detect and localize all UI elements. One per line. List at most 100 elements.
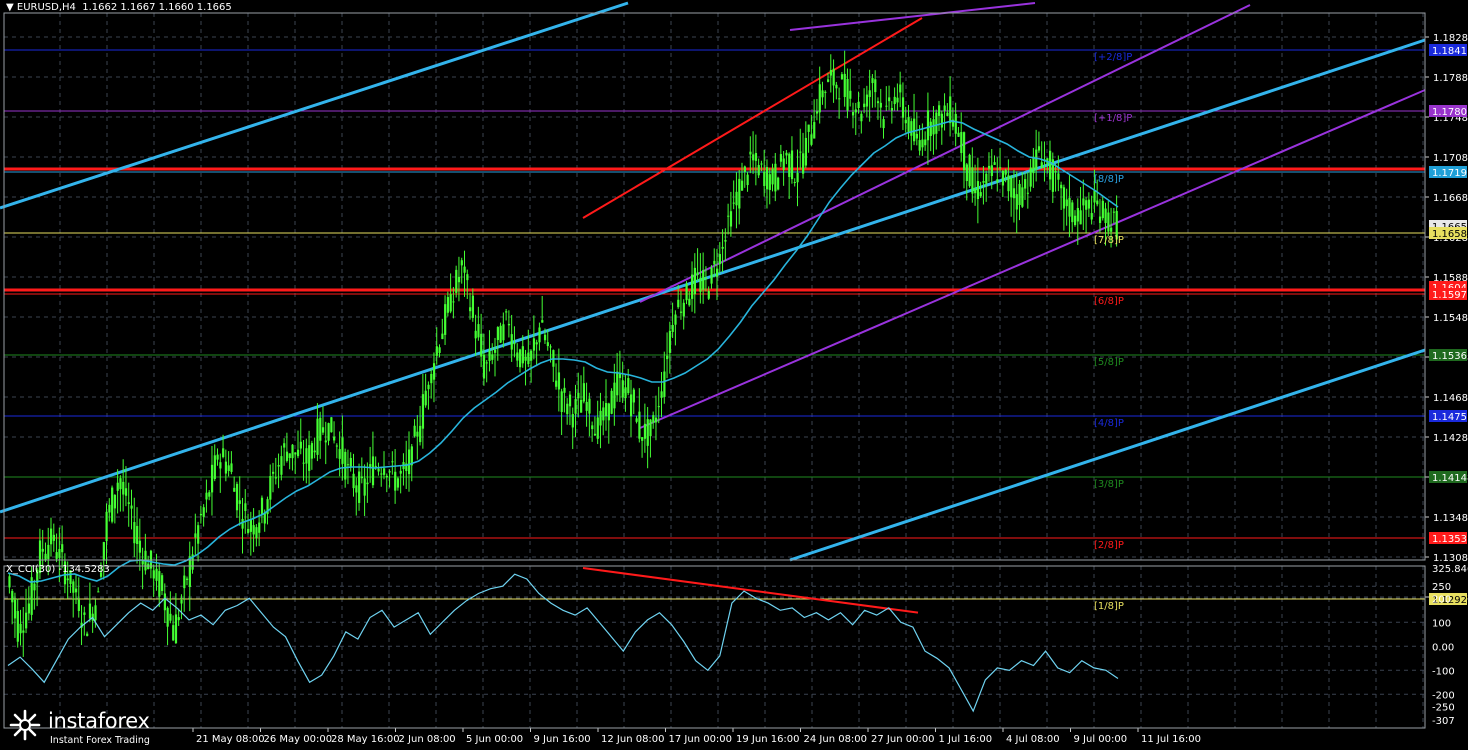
candle-body xyxy=(685,283,688,301)
symbol-label: EURUSD,H4 xyxy=(16,2,76,13)
candle-body xyxy=(1026,192,1030,194)
candle-body xyxy=(1037,146,1041,151)
cci-tick-label: 0.00 xyxy=(1432,642,1454,653)
price-tag-box xyxy=(1429,532,1467,544)
candle-body xyxy=(355,485,358,493)
candle-body xyxy=(244,503,247,511)
candle-body xyxy=(1090,213,1093,220)
candle-body xyxy=(94,605,97,621)
candle-body xyxy=(338,449,341,459)
candle-body xyxy=(688,298,691,306)
candle-body xyxy=(1051,159,1054,192)
candle-body xyxy=(163,593,166,611)
candle-body xyxy=(299,441,302,449)
candle-body xyxy=(1007,175,1010,192)
candle-body xyxy=(41,548,44,552)
candle-body xyxy=(122,481,125,495)
candle-body xyxy=(563,387,566,393)
candle-body xyxy=(1054,171,1057,173)
time-tick-label: 2 Jun 08:00 xyxy=(399,734,456,745)
candle-body xyxy=(238,500,241,504)
price-tag-box xyxy=(1429,349,1467,361)
candle-body xyxy=(410,446,413,466)
cci-tick-label: 325.846 xyxy=(1432,564,1468,575)
candle-body xyxy=(874,79,877,93)
time-tick-label: 4 Jul 08:00 xyxy=(1006,734,1060,745)
candle-body xyxy=(505,311,508,313)
candle-body xyxy=(247,528,250,533)
candle-body xyxy=(727,215,730,217)
candle-body xyxy=(438,347,441,353)
candle-body xyxy=(527,352,530,365)
candle-body xyxy=(913,118,916,142)
candle-body xyxy=(790,150,794,180)
candle-body xyxy=(793,181,796,183)
candle-body xyxy=(441,333,444,340)
price-tag-label: 1.1719 xyxy=(1432,168,1467,179)
candle-body xyxy=(804,137,808,166)
candle-body xyxy=(1021,187,1024,207)
price-tag-box xyxy=(1429,410,1467,422)
candle-body xyxy=(66,578,69,581)
candle-body xyxy=(954,113,957,134)
candle-body xyxy=(949,96,952,124)
candle-body xyxy=(344,451,347,480)
candle-body xyxy=(857,101,860,109)
candle-body xyxy=(335,445,339,447)
candle-body xyxy=(607,403,610,421)
candle-body xyxy=(16,611,19,642)
candle-body xyxy=(255,527,258,539)
price-tags: 1.18411.17801.17191.16651.16581.16041.15… xyxy=(1429,44,1467,606)
logo-mark-icon xyxy=(9,709,41,741)
price-tag-box xyxy=(1429,44,1467,56)
candle-body xyxy=(227,465,230,471)
candle-body xyxy=(61,544,64,553)
candle-body xyxy=(235,483,239,511)
candle-body xyxy=(516,352,519,361)
candle-body xyxy=(108,504,111,513)
candle-body xyxy=(283,443,286,448)
price-tag-box xyxy=(1429,105,1467,117)
candle-body xyxy=(682,302,685,317)
candle-body xyxy=(652,415,655,423)
price-tick-label: 1.1308 xyxy=(1433,553,1468,564)
candle-body xyxy=(646,419,649,446)
candle-body xyxy=(591,425,594,430)
candle-body xyxy=(285,451,289,461)
candle-body xyxy=(960,132,963,154)
candle-body xyxy=(27,603,31,614)
murrey-level-label: [5/8]P xyxy=(1094,357,1124,368)
murrey-level-label: [1/8]P xyxy=(1094,601,1124,612)
candle-body xyxy=(821,90,824,98)
candle-body xyxy=(233,487,236,492)
candle-body xyxy=(435,346,438,356)
candle-body xyxy=(166,607,169,627)
time-tick-label: 5 Jun 00:00 xyxy=(466,734,523,745)
candle-body xyxy=(865,94,869,107)
time-tick-label: 9 Jun 16:00 xyxy=(534,734,591,745)
candle-body xyxy=(1101,200,1104,219)
candle-body xyxy=(444,304,447,335)
candle-body xyxy=(788,153,791,178)
candle-body xyxy=(366,482,369,485)
collapse-triangle-icon[interactable]: ▼ xyxy=(6,2,14,13)
candle-body xyxy=(185,578,189,580)
candle-body xyxy=(469,307,472,312)
candle-body xyxy=(851,112,855,116)
candle-body xyxy=(835,84,838,89)
candle-body xyxy=(1001,170,1005,186)
candle-body xyxy=(596,417,599,439)
candle-body xyxy=(22,630,25,633)
candle-body xyxy=(1079,210,1082,225)
candle-body xyxy=(241,518,244,529)
candle-body xyxy=(965,164,968,182)
candle-body xyxy=(80,622,83,628)
candle-body xyxy=(1010,178,1013,198)
candle-body xyxy=(860,113,863,122)
candle-body xyxy=(621,380,624,398)
candle-body xyxy=(588,398,591,414)
candle-body xyxy=(616,371,619,396)
candle-body xyxy=(83,612,86,615)
candle-body xyxy=(341,437,344,464)
candle-body xyxy=(926,110,930,141)
